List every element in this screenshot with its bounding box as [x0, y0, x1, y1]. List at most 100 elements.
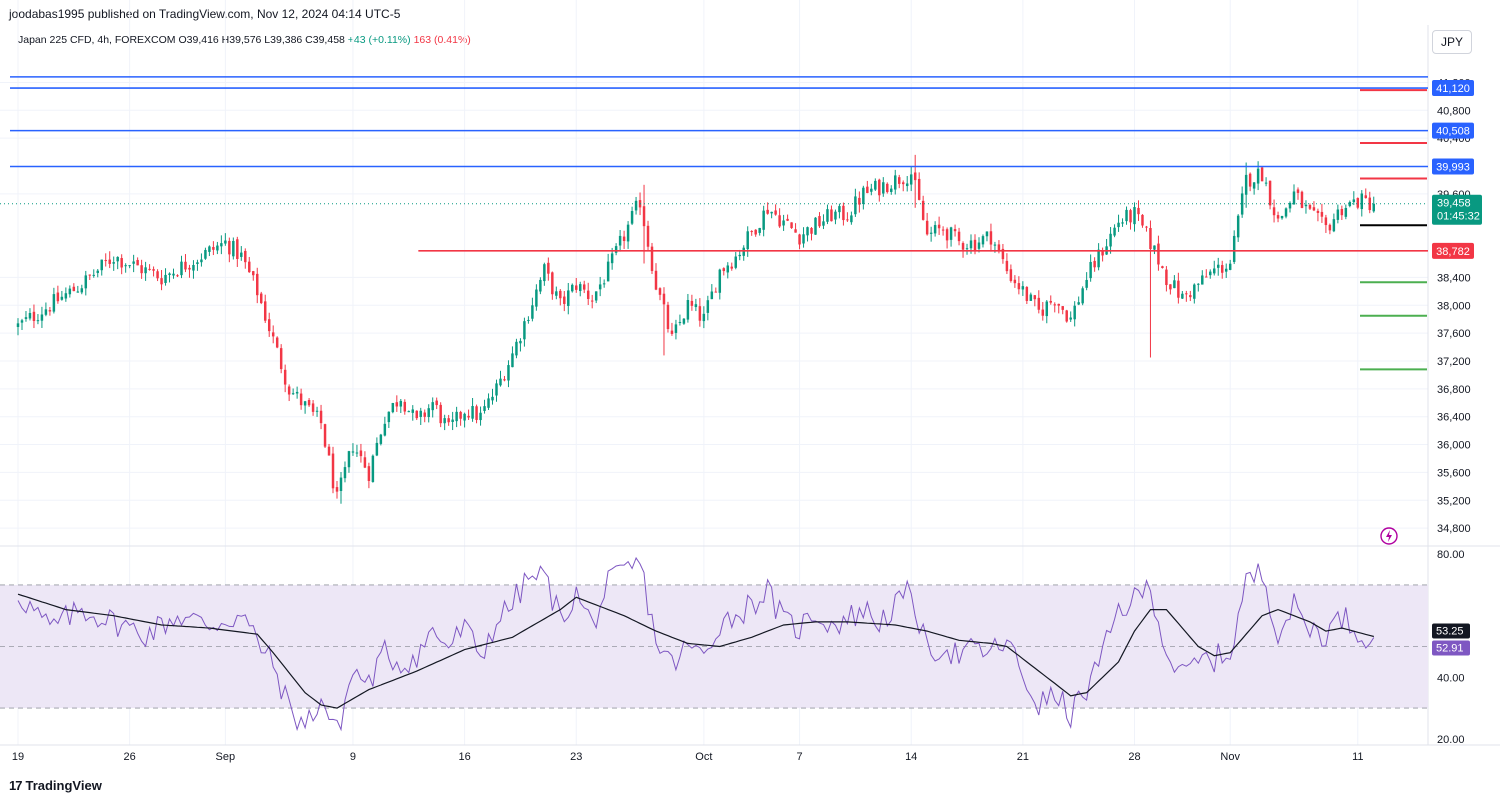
candle-body [993, 244, 997, 246]
tradingview-logo[interactable]: 17 TradingView [9, 778, 102, 793]
currency-button[interactable]: JPY [1432, 30, 1472, 54]
candle-body [144, 267, 147, 274]
symbol-name: Japan 225 CFD, 4h, FOREXCOM [18, 34, 176, 46]
candle-body [291, 393, 295, 395]
candle-body [890, 188, 893, 192]
candle-body [16, 323, 20, 327]
candle-body [1217, 264, 1220, 268]
candle-body [116, 256, 119, 262]
candle-body [539, 279, 542, 292]
candle-body [515, 341, 518, 356]
candle-body [1344, 207, 1348, 217]
candle-body [626, 224, 630, 242]
candle-body [252, 271, 255, 276]
candle-body [634, 200, 638, 211]
candle-body [905, 183, 909, 187]
candle-body [778, 215, 781, 227]
countdown-label: 01:45:32 [1437, 211, 1480, 223]
candle-body [1244, 174, 1248, 195]
candle-body [108, 259, 111, 264]
candle-body [770, 211, 773, 214]
candle-body [543, 264, 546, 282]
candle-body [586, 290, 590, 299]
candle-body [567, 290, 570, 306]
candle-body [878, 179, 881, 196]
candle-body [854, 196, 857, 215]
candle-body [495, 383, 498, 396]
rsi-ma-label: 53.25 [1436, 625, 1464, 637]
time-tick-label: 28 [1128, 751, 1140, 763]
candle-body [969, 240, 973, 249]
candle-body [622, 236, 626, 242]
candle-body [1348, 202, 1352, 207]
time-tick-label: 7 [796, 751, 802, 763]
candle-body [200, 259, 203, 263]
candle-body [866, 186, 869, 194]
candle-body [271, 332, 275, 337]
candle-body [1173, 280, 1176, 289]
candle-body [1356, 198, 1360, 208]
candle-body [184, 261, 187, 270]
candle-body [559, 290, 562, 299]
candle-body [1220, 265, 1224, 273]
time-tick-label: 14 [905, 751, 917, 763]
candle-body [718, 269, 722, 293]
candle-body [754, 229, 757, 235]
candle-body [1316, 210, 1320, 213]
price-tick-label: 38,400 [1437, 272, 1471, 284]
candle-body [232, 240, 235, 257]
candle-body [1149, 227, 1152, 250]
candle-body [136, 259, 139, 266]
candle-body [311, 403, 315, 412]
time-tick-label: Oct [695, 751, 712, 763]
candle-body [547, 262, 550, 274]
candle-body [758, 227, 761, 233]
candle-body [1085, 279, 1088, 288]
level-tag-label: 41,120 [1436, 83, 1470, 95]
candle-body [391, 403, 395, 413]
candle-body [403, 401, 407, 412]
candle-body [862, 187, 865, 204]
candle-body [590, 300, 594, 302]
candle-body [236, 239, 239, 259]
candle-body [1049, 300, 1052, 303]
candle-body [531, 305, 534, 319]
candle-body [343, 467, 347, 479]
candle-body [858, 197, 861, 205]
candle-body [435, 400, 438, 406]
candle-body [850, 215, 853, 223]
candle-body [949, 227, 953, 240]
candle-body [260, 293, 263, 304]
candle-body [1177, 280, 1180, 298]
candle-body [491, 396, 494, 401]
candle-body [1300, 191, 1304, 208]
candle-body [244, 250, 247, 263]
candle-body [1252, 182, 1256, 189]
time-tick-label: 26 [124, 751, 136, 763]
candle-body [630, 211, 634, 224]
ohlc-values: O39,416 H39,576 L39,386 C39,458 [178, 34, 345, 46]
candle-body [842, 205, 845, 221]
candle-body [24, 317, 28, 319]
symbol-legend: Japan 225 CFD, 4h, FOREXCOM O39,416 H39,… [18, 34, 471, 46]
candle-body [283, 369, 287, 385]
candle-body [192, 264, 195, 271]
candle-body [20, 320, 24, 323]
candle-body [1372, 203, 1375, 212]
candle-body [734, 256, 737, 268]
level-tag-label: 39,993 [1436, 161, 1470, 173]
candle-body [1109, 233, 1112, 247]
candle-body [523, 321, 526, 340]
candle-body [427, 408, 430, 418]
level-tag [1432, 242, 1474, 259]
candle-body [76, 291, 80, 293]
candle-body [303, 401, 307, 406]
candle-body [706, 300, 710, 313]
time-tick-label: 21 [1017, 751, 1029, 763]
candle-body [830, 209, 833, 222]
candle-body [1228, 263, 1232, 270]
candle-body [527, 319, 530, 321]
candle-body [315, 410, 319, 412]
candle-body [1240, 193, 1244, 215]
